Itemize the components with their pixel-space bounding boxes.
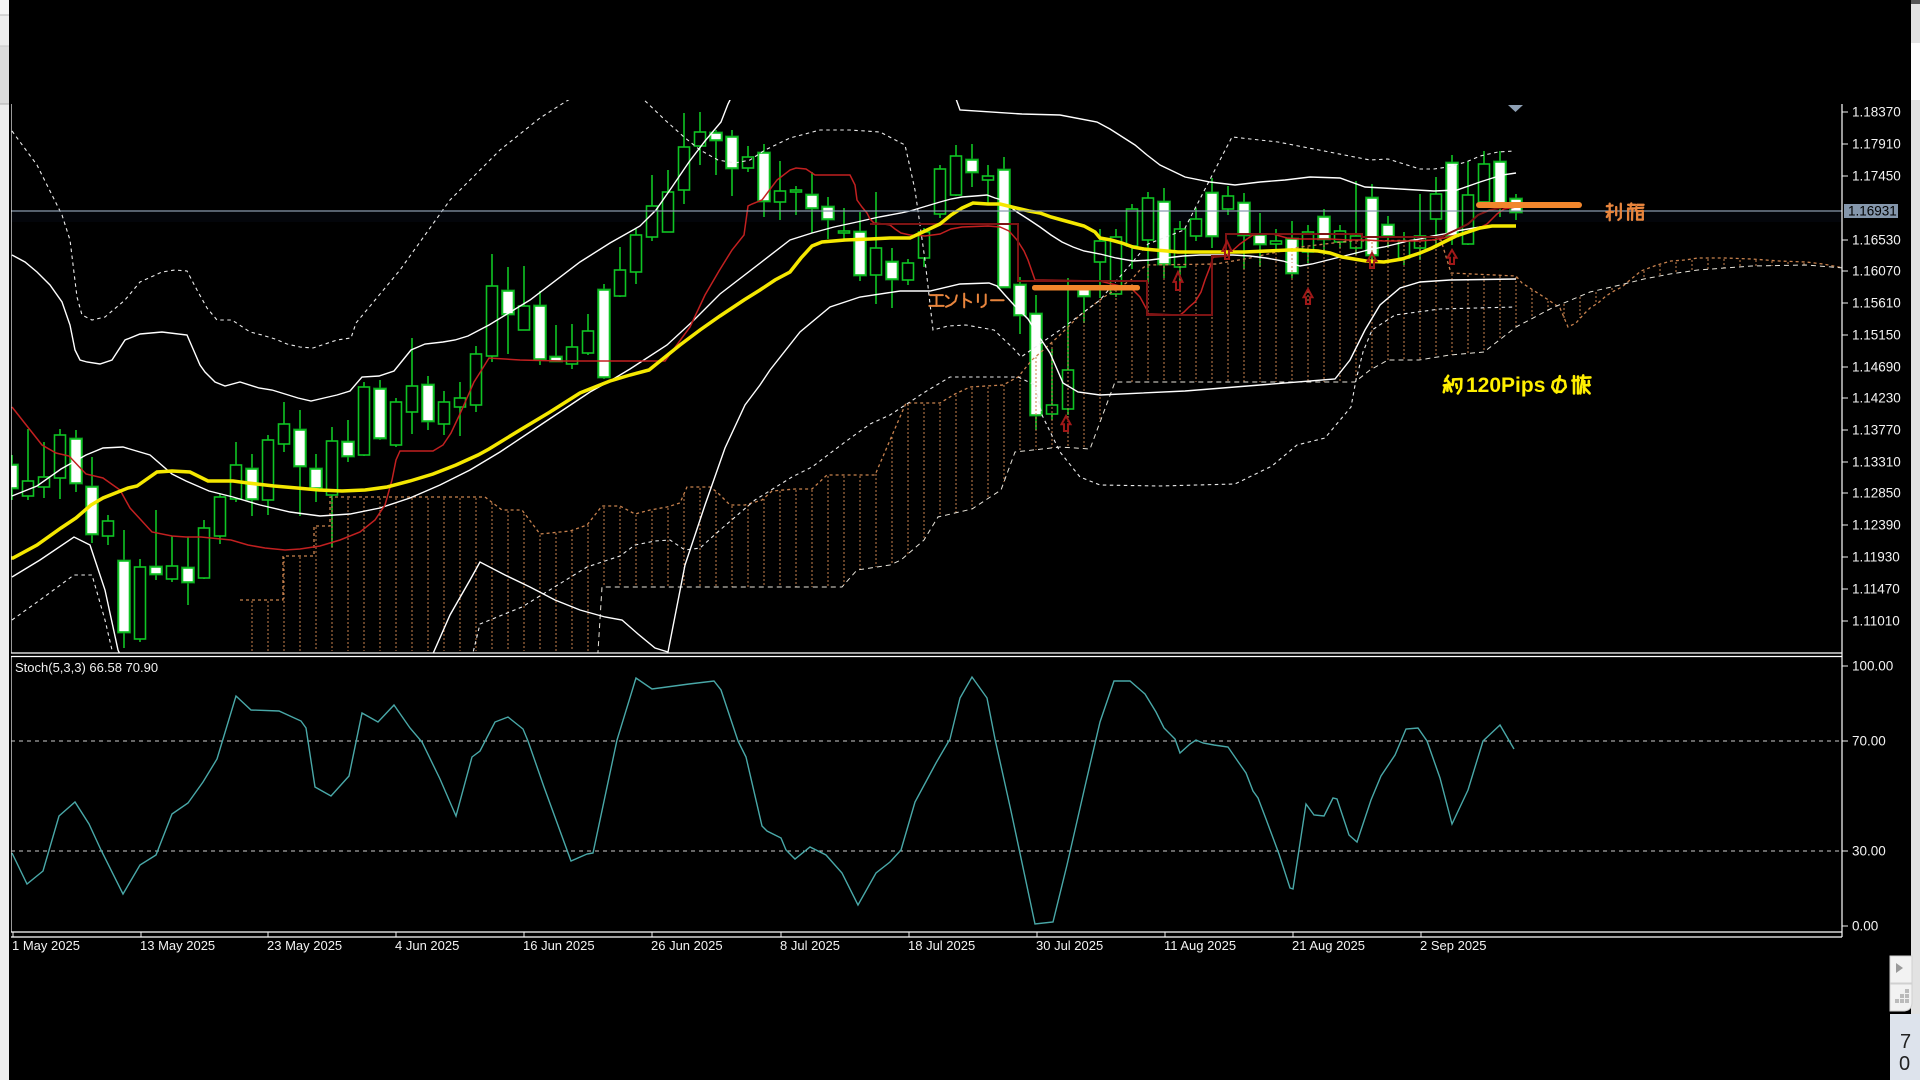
svg-text:26 Jun 2025: 26 Jun 2025	[651, 938, 723, 953]
svg-text:1.17450: 1.17450	[1852, 169, 1901, 184]
svg-text:1 May 2025: 1 May 2025	[12, 938, 80, 953]
svg-text:70.00: 70.00	[1852, 734, 1886, 749]
svg-text:30.00: 30.00	[1852, 844, 1886, 859]
svg-text:1.12390: 1.12390	[1852, 518, 1901, 533]
svg-text:13 May 2025: 13 May 2025	[140, 938, 215, 953]
svg-text:16 Jun 2025: 16 Jun 2025	[523, 938, 595, 953]
svg-text:1.14230: 1.14230	[1852, 391, 1901, 406]
svg-text:21 Aug 2025: 21 Aug 2025	[1292, 938, 1365, 953]
svg-text:Stoch(5,3,3) 66.58 70.90: Stoch(5,3,3) 66.58 70.90	[15, 660, 158, 675]
svg-text:1.11470: 1.11470	[1852, 582, 1900, 597]
svg-text:4 Jun 2025: 4 Jun 2025	[395, 938, 459, 953]
svg-text:1.16931: 1.16931	[1848, 204, 1897, 219]
svg-text:120Pips: 120Pips	[1466, 374, 1545, 397]
svg-text:23 May 2025: 23 May 2025	[267, 938, 342, 953]
svg-text:1.13770: 1.13770	[1852, 423, 1901, 438]
svg-text:1.17910: 1.17910	[1852, 137, 1901, 152]
svg-text:1.11010: 1.11010	[1852, 614, 1900, 629]
svg-text:100.00: 100.00	[1852, 659, 1893, 674]
svg-text:11 Aug 2025: 11 Aug 2025	[1164, 938, 1236, 953]
svg-text:1.12850: 1.12850	[1852, 486, 1901, 501]
svg-text:30 Jul 2025: 30 Jul 2025	[1036, 938, 1103, 953]
svg-text:1.11930: 1.11930	[1852, 550, 1900, 565]
svg-text:0.00: 0.00	[1852, 919, 1878, 934]
svg-text:1.18370: 1.18370	[1852, 105, 1901, 120]
svg-text:1.15610: 1.15610	[1852, 296, 1901, 311]
svg-text:1.13310: 1.13310	[1852, 455, 1901, 470]
svg-text:18 Jul 2025: 18 Jul 2025	[908, 938, 975, 953]
svg-text:2 Sep 2025: 2 Sep 2025	[1420, 938, 1487, 953]
svg-text:1.14690: 1.14690	[1852, 360, 1901, 375]
svg-text:1.16070: 1.16070	[1852, 264, 1901, 279]
svg-text:1.16530: 1.16530	[1852, 233, 1901, 248]
svg-text:1.15150: 1.15150	[1852, 328, 1901, 343]
svg-text:0: 0	[1899, 1053, 1910, 1075]
svg-text:7: 7	[1900, 1031, 1911, 1053]
svg-text:8 Jul 2025: 8 Jul 2025	[780, 938, 840, 953]
